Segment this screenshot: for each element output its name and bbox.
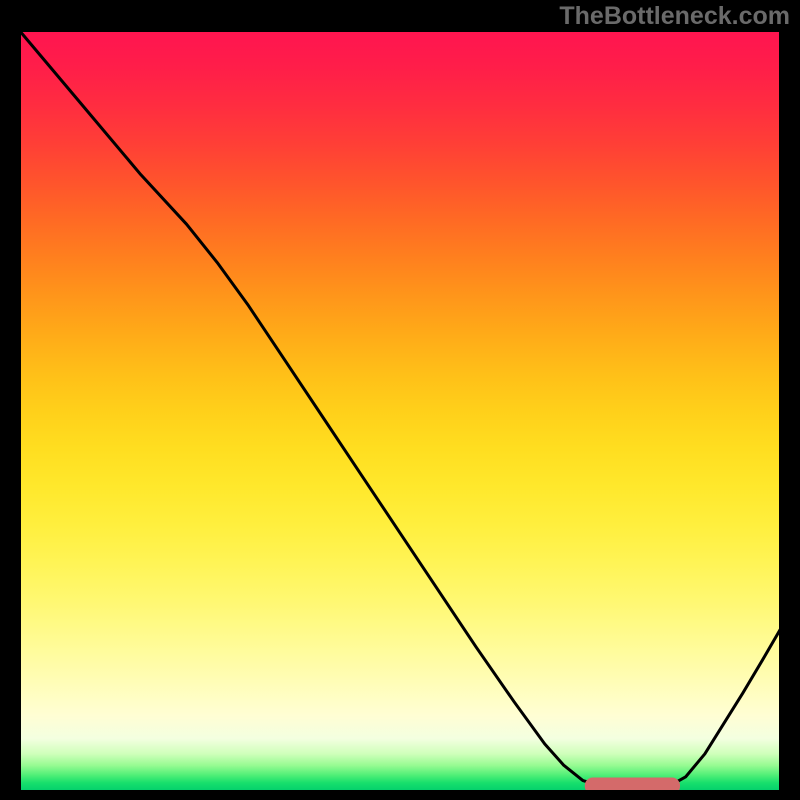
chart-plot-area <box>19 30 781 792</box>
chart-svg <box>19 30 781 792</box>
chart-frame: TheBottleneck.com <box>0 0 800 800</box>
gradient-background <box>19 30 781 792</box>
optimal-range-marker <box>585 778 680 792</box>
watermark-label: TheBottleneck.com <box>559 2 790 31</box>
